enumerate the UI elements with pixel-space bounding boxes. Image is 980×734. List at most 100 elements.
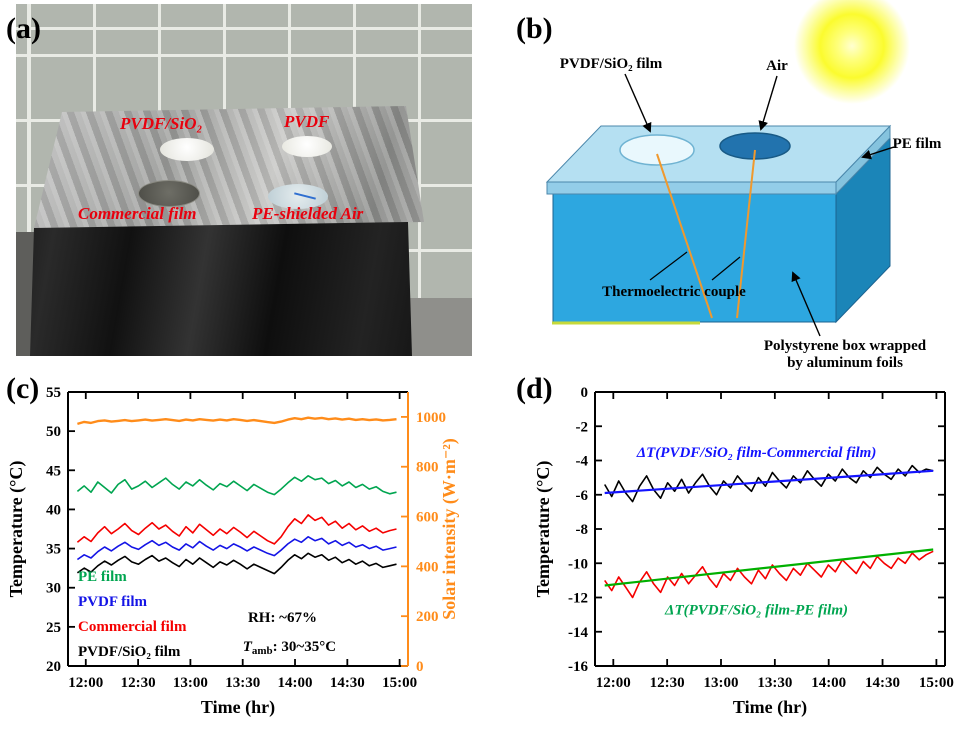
series-dt-commercial-trend (604, 469, 934, 495)
series-dt-pe-trend (604, 548, 934, 587)
series-pe-film (76, 475, 397, 496)
y-tick-label-left: 55 (46, 385, 61, 401)
y-tick-label-left: 35 (46, 542, 61, 558)
thermocouple-wire-right (736, 149, 756, 319)
annotation: ΔT(PVDF/SiO₂ film-PE film) (664, 603, 848, 619)
y-tick-label-right: 600 (416, 510, 439, 526)
label-polystyrene-box-line2: by aluminum foils (787, 355, 903, 371)
y-tick-label-left: -10 (568, 556, 588, 572)
y-tick-label-left: -14 (568, 625, 588, 641)
panel-b-letter: (b) (516, 12, 553, 45)
x-tick-label: 13:00 (704, 675, 739, 691)
y-tick-label-left: 50 (46, 424, 61, 440)
legend-item: PVDF/SiO₂ film (78, 644, 181, 660)
panel-c-letter: (c) (6, 372, 40, 405)
thermocouple-pointer-left (649, 251, 688, 281)
thermocouple-wire-left (656, 153, 713, 319)
pvdf-sio2-film-opening (619, 134, 695, 166)
x-tick-label: 14:00 (278, 675, 313, 691)
annotation: RH: ~67% (248, 610, 317, 626)
pe-film-slab-front (546, 181, 837, 195)
x-tick-label: 15:00 (919, 675, 954, 691)
arrow-to-pe-film (861, 146, 895, 160)
pe-film-slab-top (545, 125, 892, 183)
delta-temperature-chart: 12:00 12:30 13:00 13:30 14:00 14:30 15:00 0 -2 -4… (533, 385, 954, 718)
y-tick-label-right: 800 (416, 460, 439, 476)
arrow-to-pvdf-sio2-film (624, 73, 652, 133)
schematic-diagram: PVDF/SiO₂ film Air PE film Thermoelectri… (545, 0, 942, 371)
y-tick-label-right: 400 (416, 559, 439, 575)
y-tick-label-left: -12 (568, 591, 588, 607)
thermocouple-wire-mark (294, 192, 316, 200)
y-tick-label-left: 40 (46, 502, 61, 518)
y-tick-label-left: 20 (46, 659, 61, 675)
x-tick-label: 12:00 (68, 675, 103, 691)
x-tick-label: 14:00 (811, 675, 846, 691)
sample-pvdf-film (282, 136, 332, 157)
panel-d-letter: (d) (516, 372, 553, 405)
foil-box-front-face (30, 222, 412, 356)
label-pe-film: PE film (893, 136, 942, 152)
x-tick-label: 14:30 (330, 675, 365, 691)
foil-box-top-face (34, 106, 424, 228)
label-air: Air (766, 58, 788, 74)
sample-pvdf-sio2-film (160, 138, 214, 161)
x-tick-label: 14:30 (865, 675, 900, 691)
y-tick-label-left: -2 (576, 419, 589, 435)
y-tick-label-left: -8 (576, 522, 589, 538)
y-axis-label-left: Temperature (°C) (6, 461, 27, 598)
arrow-to-box (791, 271, 821, 337)
series-pvdf-film (76, 536, 397, 561)
y-tick-label-left: -6 (576, 488, 589, 504)
y-tick-label-right: 1000 (416, 410, 446, 426)
box-front-face (552, 193, 837, 323)
annotation: Tamb: 30~35°C (243, 639, 336, 657)
x-axis-label: Time (hr) (201, 697, 275, 718)
x-tick-label: 13:00 (173, 675, 208, 691)
y-tick-label-left: 25 (46, 620, 61, 636)
sample-commercial-film (138, 180, 200, 207)
panel-a-photo-area: PVDF/SiO₂ PVDF Commercial film PE-shield… (0, 0, 490, 365)
annotation: ΔT(PVDF/SiO₂ film-Commercial film) (636, 445, 877, 461)
y-tick-label-right: 200 (416, 609, 439, 625)
y-tick-label-left: -4 (576, 454, 589, 470)
thermocouple-pointer-right (711, 256, 741, 281)
panel-a-letter: (a) (6, 12, 41, 45)
series-dt-commercial-measured (604, 464, 934, 503)
x-tick-label: 15:00 (382, 675, 417, 691)
legend-item: Commercial film (78, 619, 187, 635)
y-tick-label-left: 30 (46, 581, 61, 597)
x-tick-label: 12:30 (121, 675, 156, 691)
label-thermoelectric-couple: Thermoelectric couple (602, 284, 746, 300)
floor (404, 298, 472, 356)
sample-pe-shielded-air (268, 184, 328, 209)
sun-icon (794, 0, 910, 104)
y-axis-label-right: Solar intensity (W·m⁻²) (439, 438, 460, 620)
label-pvdf-sio2: PVDF/SiO₂ (120, 114, 203, 133)
series-pvdf-sio2-film (76, 552, 397, 575)
y-tick-label-right: 0 (416, 659, 424, 675)
y-tick-label-left: 45 (46, 463, 61, 479)
y-axis-label-left: Temperature (°C) (533, 461, 554, 598)
series-commercial-film (76, 514, 397, 545)
arrow-to-air (758, 75, 778, 131)
series-solar (77, 416, 397, 426)
x-tick-label: 12:30 (650, 675, 685, 691)
label-pvdf-sio2-film: PVDF/SiO₂ film (560, 56, 663, 72)
x-tick-label: 12:00 (596, 675, 631, 691)
label-polystyrene-box-line1: Polystyrene box wrapped (764, 338, 927, 354)
label-commercial-film: Commercial film (78, 204, 197, 223)
experiment-photo: PVDF/SiO₂ PVDF Commercial film PE-shield… (16, 4, 472, 356)
legend-item: PE film (78, 569, 127, 585)
x-tick-label: 13:30 (225, 675, 260, 691)
legend-item: PVDF film (78, 594, 148, 610)
label-pe-shielded-air: PE-shielded Air (252, 204, 364, 223)
x-axis-label: Time (hr) (733, 697, 807, 718)
x-tick-label: 13:30 (757, 675, 792, 691)
temperature-solar-chart: 12:00 12:30 13:00 13:30 14:00 14:30 15:00 20 25 3… (6, 385, 460, 718)
y-tick-label-left: 0 (581, 385, 589, 401)
y-tick-label-left: -16 (568, 659, 588, 675)
label-pvdf: PVDF (284, 112, 330, 131)
series-dt-pe-measured (604, 550, 934, 599)
